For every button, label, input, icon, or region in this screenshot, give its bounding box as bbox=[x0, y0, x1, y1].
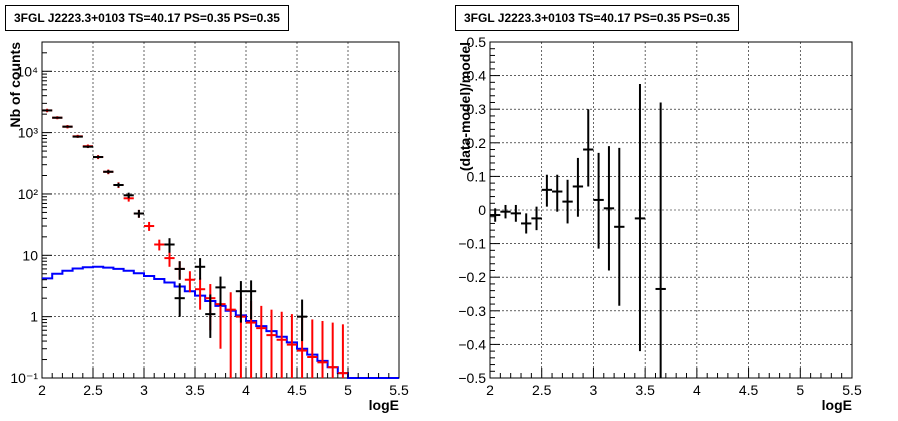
right-axes: 2 2.5 3 3.5 4 4.5 5 5.5 −0.5 −0.4 −0.3 −0.2 −0.1 0 0.1… bbox=[458, 34, 862, 398]
right-xlabel: logE bbox=[822, 397, 852, 413]
left-axes: 2 2.5 3 3.5 4 4.5 5 5.5 10⁻¹ 1 10 10² 10³ 10⁴ bbox=[10, 41, 409, 398]
right-ytick-label: 0.5 bbox=[467, 34, 487, 50]
right-xtick-label: 3 bbox=[590, 382, 598, 398]
right-ytick-label: −0.2 bbox=[458, 269, 486, 285]
left-xtick-label: 3.5 bbox=[185, 382, 205, 398]
right-chart: 2 2.5 3 3.5 4 4.5 5 5.5 −0.5 −0.4 −0.3 −0.2 −0.1 0 0.1… bbox=[457, 34, 862, 413]
left-xtick-label: 5 bbox=[344, 382, 352, 398]
left-ytick-label: 10⁴ bbox=[16, 63, 38, 79]
right-ytick-label: −0.3 bbox=[458, 303, 486, 319]
right-ytick-label: 0.4 bbox=[467, 68, 487, 84]
right-xtick-label: 2.5 bbox=[532, 382, 552, 398]
right-ytick-label: 0.3 bbox=[467, 101, 487, 117]
right-xtick-label: 2 bbox=[486, 382, 494, 398]
right-chart-title: 3FGL J2223.3+0103 TS=40.17 PS=0.35 PS=0.… bbox=[455, 5, 739, 31]
left-xtick-label: 5.5 bbox=[389, 382, 409, 398]
left-chart: 2 2.5 3 3.5 4 4.5 5 5.5 10⁻¹ 1 10 10² 10³ 10⁴ logE Nb… bbox=[7, 41, 409, 413]
left-xtick-label: 3 bbox=[140, 382, 148, 398]
left-ytick-label: 10⁻¹ bbox=[10, 370, 38, 386]
right-xtick-label: 5 bbox=[796, 382, 804, 398]
left-series bbox=[42, 108, 399, 379]
left-ytick-label: 1 bbox=[30, 309, 38, 325]
left-ylabel: Nb of counts bbox=[7, 42, 23, 128]
right-xtick-label: 4 bbox=[693, 382, 701, 398]
left-ytick-label: 10² bbox=[18, 186, 39, 202]
right-ytick-label: 0 bbox=[478, 202, 486, 218]
left-xtick-label: 4 bbox=[242, 382, 250, 398]
right-xtick-label: 3.5 bbox=[635, 382, 655, 398]
right-grid bbox=[490, 42, 852, 378]
left-xtick-label: 4.5 bbox=[287, 382, 307, 398]
left-xtick-label: 2 bbox=[38, 382, 46, 398]
left-xtick-label: 2.5 bbox=[83, 382, 103, 398]
left-grid bbox=[42, 42, 399, 378]
left-xlabel: logE bbox=[369, 397, 399, 413]
left-ytick-label: 10 bbox=[22, 247, 38, 263]
right-xtick-label: 5.5 bbox=[842, 382, 862, 398]
right-ytick-label: 0.2 bbox=[467, 135, 487, 151]
left-chart-title: 3FGL J2223.3+0103 TS=40.17 PS=0.35 PS=0.… bbox=[5, 5, 289, 31]
right-ytick-label: −0.4 bbox=[458, 336, 486, 352]
right-ylabel: (data-model)/model bbox=[457, 42, 473, 171]
right-ytick-label: 0.1 bbox=[467, 168, 487, 184]
right-ytick-label: −0.1 bbox=[458, 236, 486, 252]
left-ytick-label: 10³ bbox=[18, 125, 39, 141]
right-xtick-label: 4.5 bbox=[739, 382, 759, 398]
right-series bbox=[490, 84, 666, 378]
right-ytick-label: −0.5 bbox=[458, 370, 486, 386]
